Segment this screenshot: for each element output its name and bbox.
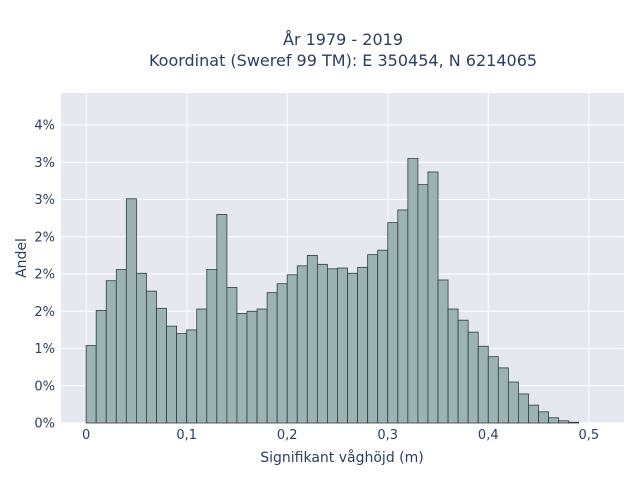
chart-title-line2: Koordinat (Sweref 99 TM): E 350454, N 62… xyxy=(149,51,537,70)
histogram-bar xyxy=(206,269,218,424)
histogram-bar xyxy=(176,333,188,424)
histogram-bar xyxy=(136,272,147,424)
histogram-bar xyxy=(125,198,137,424)
histogram-bar xyxy=(115,269,127,424)
histogram-bar xyxy=(256,308,268,424)
histogram-bar xyxy=(286,274,298,424)
histogram-bar xyxy=(85,345,97,424)
histogram-bar xyxy=(246,310,258,424)
x-tick-label: 0,3 xyxy=(377,428,398,443)
y-axis-title: Andel xyxy=(14,238,30,278)
histogram-bar xyxy=(316,263,328,424)
chart-title-line1: År 1979 - 2019 xyxy=(283,30,403,49)
histogram-bar xyxy=(518,393,529,424)
histogram-bar xyxy=(497,367,509,424)
histogram-bar xyxy=(507,381,519,424)
histogram-bar xyxy=(105,280,117,424)
histogram-bar xyxy=(357,266,369,424)
x-tick-label: 0,2 xyxy=(277,428,298,443)
y-tick-label: 0% xyxy=(34,417,55,432)
histogram-bar xyxy=(417,184,429,424)
histogram-bar xyxy=(327,268,338,424)
bars xyxy=(85,158,580,424)
histogram-bar xyxy=(276,283,288,424)
histogram-bar xyxy=(347,272,358,424)
y-tick-label: 3% xyxy=(34,156,55,171)
histogram-bar xyxy=(337,267,348,424)
histogram-bar xyxy=(166,325,178,424)
histogram-bar xyxy=(266,292,278,424)
histogram-bar xyxy=(367,254,379,424)
histogram-bar xyxy=(457,319,469,424)
histogram-bar xyxy=(538,411,549,424)
y-tick-label: 0% xyxy=(34,379,55,394)
histogram-bar xyxy=(146,290,157,424)
histogram-bar xyxy=(548,417,560,424)
histogram-bar xyxy=(377,249,389,424)
histogram-bar xyxy=(95,310,107,424)
histogram-bar xyxy=(568,421,580,424)
histogram-bar xyxy=(407,158,419,424)
histogram-bar xyxy=(528,404,539,424)
histogram-bar xyxy=(306,254,318,424)
histogram-bar xyxy=(186,329,198,424)
histogram-bar xyxy=(467,331,479,424)
y-tick-label: 2% xyxy=(34,305,55,320)
histogram-bar xyxy=(437,279,449,424)
y-axis-ticks: 0% 0% 1% 2% 2% 2% 3% 3% 4% xyxy=(34,119,55,432)
histogram-bar xyxy=(447,308,459,424)
histogram-bar xyxy=(387,222,399,424)
x-tick-label: 0 xyxy=(82,428,90,443)
histogram-bar xyxy=(296,265,308,424)
histogram-bar xyxy=(487,356,499,424)
histogram-bar xyxy=(226,287,238,424)
histogram-bar xyxy=(216,214,228,424)
histogram-bar xyxy=(397,209,409,424)
histogram-bar xyxy=(236,313,248,424)
x-tick-label: 0,5 xyxy=(578,428,599,443)
x-tick-label: 0,4 xyxy=(478,428,499,443)
histogram-bar xyxy=(156,307,167,424)
histogram-bar xyxy=(427,171,439,424)
y-tick-label: 4% xyxy=(34,119,55,134)
y-tick-label: 1% xyxy=(34,342,55,357)
y-tick-label: 2% xyxy=(34,268,55,283)
histogram-bar xyxy=(558,420,570,424)
x-tick-label: 0,1 xyxy=(176,428,197,443)
histogram-bar xyxy=(477,345,489,424)
x-axis-ticks: 0 0,1 0,2 0,3 0,4 0,5 xyxy=(82,428,599,443)
x-axis-title: Signifikant våghöjd (m) xyxy=(260,449,423,466)
histogram-bar xyxy=(196,308,208,424)
y-tick-label: 3% xyxy=(34,193,55,208)
y-tick-label: 2% xyxy=(34,230,55,245)
